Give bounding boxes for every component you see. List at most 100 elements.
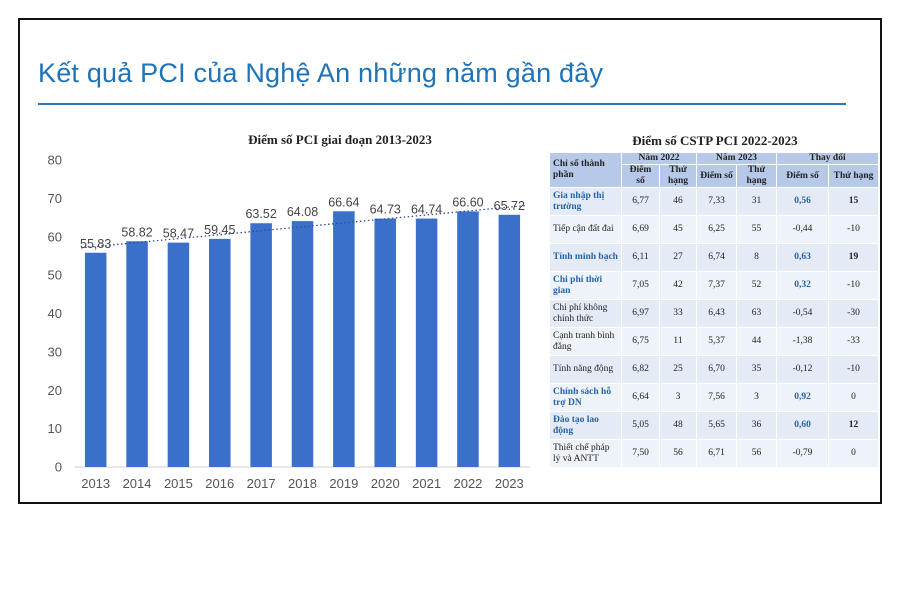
rank-change: -33 bbox=[827, 327, 880, 356]
bar bbox=[333, 211, 355, 467]
data-label: 66.64 bbox=[328, 195, 359, 209]
data-label: 64.08 bbox=[287, 205, 318, 219]
table-row: Tính minh bạch 6,11 27 6,74 8 0,63 19 bbox=[549, 243, 880, 272]
rank-2022: 3 bbox=[659, 383, 697, 412]
subheader-rank-change: Thứ hạng bbox=[827, 164, 880, 188]
rank-2022: 33 bbox=[659, 299, 697, 328]
subheader-score-2022: Điểm số bbox=[621, 164, 660, 188]
rank-2022: 25 bbox=[659, 355, 697, 384]
header-year-2023: Năm 2023 bbox=[696, 152, 777, 165]
score-2022: 6,82 bbox=[621, 355, 660, 384]
data-label: 64.73 bbox=[370, 203, 401, 217]
subheader-score-change: Điểm số bbox=[776, 164, 829, 188]
score-change: 0,60 bbox=[776, 411, 829, 440]
data-label: 58.47 bbox=[163, 227, 194, 241]
rank-2022: 45 bbox=[659, 215, 697, 244]
y-tick-label: 10 bbox=[48, 421, 62, 436]
bar bbox=[415, 218, 438, 467]
rank-2023: 55 bbox=[736, 215, 777, 244]
rank-change: -10 bbox=[827, 215, 880, 244]
rank-change: 0 bbox=[827, 439, 880, 468]
table-row: Cạnh tranh bình đẳng 6,75 11 5,37 44 -1,38 -33 bbox=[549, 327, 880, 356]
score-change: -0,44 bbox=[776, 215, 829, 244]
rank-change: 15 bbox=[827, 187, 880, 216]
score-2022: 7,05 bbox=[621, 271, 660, 300]
rank-2023: 44 bbox=[736, 327, 777, 356]
x-tick-label: 2016 bbox=[205, 476, 234, 491]
title-divider bbox=[38, 103, 846, 105]
y-tick-label: 70 bbox=[48, 191, 62, 206]
table-row: Tính năng động 6,82 25 6,70 35 -0,12 -10 bbox=[549, 355, 880, 384]
rank-2022: 11 bbox=[659, 327, 697, 356]
indicator-name: Chi phí thời gian bbox=[549, 271, 622, 300]
cstp-table: Chỉ số thành phần Năm 2022 Năm 2023 Thay… bbox=[549, 152, 880, 468]
score-2023: 6,25 bbox=[696, 215, 737, 244]
header-year-2022: Năm 2022 bbox=[621, 152, 697, 165]
table-row: Tiếp cận đất đai 6,69 45 6,25 55 -0,44 -10 bbox=[549, 215, 880, 244]
y-tick-label: 40 bbox=[48, 306, 62, 321]
bar bbox=[84, 252, 107, 467]
data-label: 65.72 bbox=[494, 199, 525, 213]
score-2022: 6,97 bbox=[621, 299, 660, 328]
y-tick-label: 80 bbox=[48, 153, 62, 168]
rank-2023: 31 bbox=[736, 187, 777, 216]
bar bbox=[250, 223, 272, 467]
rank-2022: 48 bbox=[659, 411, 697, 440]
x-tick-label: 2022 bbox=[453, 476, 482, 491]
score-2023: 7,37 bbox=[696, 271, 737, 300]
y-tick-label: 60 bbox=[48, 229, 62, 244]
rank-2022: 56 bbox=[659, 439, 697, 468]
bar bbox=[209, 238, 231, 467]
table-row: Chi phí không chính thức 6,97 33 6,43 63 -0,5… bbox=[549, 299, 880, 328]
score-change: 0,92 bbox=[776, 383, 829, 412]
bar bbox=[374, 218, 396, 467]
x-tick-label: 2018 bbox=[288, 476, 317, 491]
score-change: -0,12 bbox=[776, 355, 829, 384]
score-2022: 6,69 bbox=[621, 215, 660, 244]
score-change: -0,54 bbox=[776, 299, 829, 328]
subheader-score-2023: Điểm số bbox=[696, 164, 737, 188]
x-tick-label: 2017 bbox=[247, 476, 276, 491]
slide-title: Kết quả PCI của Nghệ An những năm gần đâ… bbox=[38, 58, 604, 88]
rank-2023: 56 bbox=[736, 439, 777, 468]
y-tick-label: 20 bbox=[48, 383, 62, 398]
indicator-name: Tính năng động bbox=[549, 355, 622, 384]
bar bbox=[498, 214, 521, 467]
indicator-name: Thiết chế pháp lý và ANTT bbox=[549, 439, 622, 468]
indicator-name: Tính minh bạch bbox=[549, 243, 622, 272]
rank-change: 12 bbox=[827, 411, 880, 440]
indicator-name: Chính sách hỗ trợ DN bbox=[549, 383, 622, 412]
score-2023: 5,65 bbox=[696, 411, 737, 440]
table-row: Đào tạo lao động 5,05 48 5,65 36 0,60 12 bbox=[549, 411, 880, 440]
rank-change: -10 bbox=[827, 271, 880, 300]
score-2023: 6,43 bbox=[696, 299, 737, 328]
rank-2023: 8 bbox=[736, 243, 777, 272]
score-2022: 6,64 bbox=[621, 383, 660, 412]
y-tick-label: 50 bbox=[48, 268, 62, 283]
chart-title: Điểm số PCI giai đoạn 2013-2023 bbox=[248, 132, 432, 147]
rank-2022: 42 bbox=[659, 271, 697, 300]
rank-2022: 27 bbox=[659, 243, 697, 272]
data-label: 55,83 bbox=[80, 237, 111, 251]
indicator-name: Cạnh tranh bình đẳng bbox=[549, 327, 622, 356]
bar bbox=[126, 241, 148, 467]
score-change: 0,32 bbox=[776, 271, 829, 300]
x-tick-label: 2015 bbox=[164, 476, 193, 491]
data-label: 63.52 bbox=[245, 207, 276, 221]
score-2022: 5,05 bbox=[621, 411, 660, 440]
rank-2023: 3 bbox=[736, 383, 777, 412]
x-tick-label: 2019 bbox=[329, 476, 358, 491]
score-2023: 6,70 bbox=[696, 355, 737, 384]
table-row: Chi phí thời gian 7,05 42 7,37 52 0,32 -10 bbox=[549, 271, 880, 300]
rank-change: -10 bbox=[827, 355, 880, 384]
bar bbox=[167, 242, 190, 467]
rank-change: -30 bbox=[827, 299, 880, 328]
score-2022: 6,77 bbox=[621, 187, 660, 216]
rank-change: 0 bbox=[827, 383, 880, 412]
trendline bbox=[81, 204, 526, 249]
rank-2023: 63 bbox=[736, 299, 777, 328]
data-label: 64.74 bbox=[411, 203, 442, 217]
rank-2023: 35 bbox=[736, 355, 777, 384]
score-change: -0,79 bbox=[776, 439, 829, 468]
indicator-name: Gia nhập thị trường bbox=[549, 187, 622, 216]
